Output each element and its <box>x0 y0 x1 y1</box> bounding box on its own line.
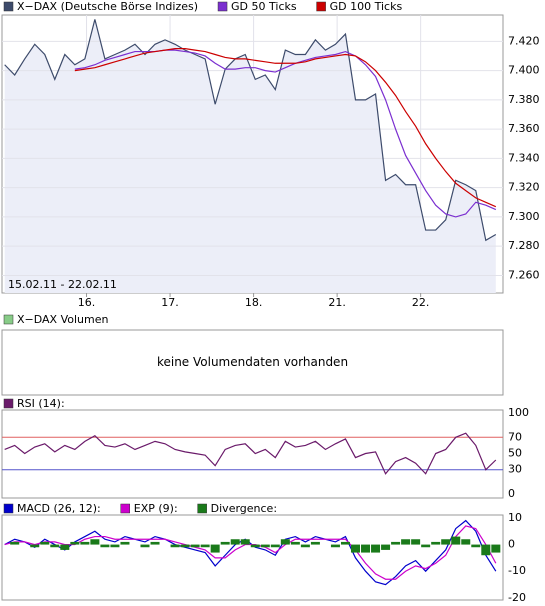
divergence-bar <box>10 541 20 545</box>
x-tick-label: 18. <box>245 296 263 309</box>
divergence-bar <box>300 544 310 548</box>
y-tick-label: 0 <box>508 538 515 551</box>
divergence-bar <box>240 539 250 545</box>
divergence-bar <box>371 544 381 553</box>
divergence-bar <box>120 541 130 545</box>
x-tick-label: 17. <box>161 296 179 309</box>
series-line <box>4 525 497 580</box>
legend-label: GD 100 Ticks <box>330 0 403 13</box>
divergence-bar <box>30 544 40 548</box>
divergence-bar <box>200 544 210 548</box>
divergence-bar <box>481 544 491 556</box>
divergence-bar <box>170 544 180 548</box>
divergence-bar <box>280 539 290 545</box>
divergence-bar <box>70 541 80 545</box>
divergence-bar <box>230 539 240 545</box>
legend-label: MACD (26, 12): <box>17 502 101 515</box>
y-tick-label: 7.320 <box>508 181 540 194</box>
divergence-bar <box>190 544 200 548</box>
y-tick-label: 0 <box>508 487 515 500</box>
legend-label: X−DAX Volumen <box>17 313 108 326</box>
x-tick-label: 21. <box>328 296 346 309</box>
y-tick-label: -10 <box>508 564 526 577</box>
legend-swatch <box>120 503 130 514</box>
divergence-bar <box>340 541 350 545</box>
divergence-bar <box>411 539 421 545</box>
divergence-bar <box>80 541 90 545</box>
legend-swatch <box>3 314 14 325</box>
divergence-bar <box>60 544 70 550</box>
x-tick-label: 16. <box>78 296 96 309</box>
y-tick-label: 70 <box>508 430 522 443</box>
no-data-message: keine Volumendaten vorhanden <box>157 355 348 369</box>
series-line <box>4 519 497 586</box>
series-line <box>4 432 497 475</box>
y-tick-label: 7.340 <box>508 151 540 164</box>
y-tick-label: 7.280 <box>508 239 540 252</box>
y-tick-label: 50 <box>508 447 522 460</box>
legend-label: Divergence: <box>211 502 277 515</box>
divergence-bar <box>50 544 60 548</box>
y-tick-label: 7.380 <box>508 93 540 106</box>
divergence-bar <box>421 544 431 548</box>
plot-frame <box>1 514 504 601</box>
divergence-bar <box>491 544 501 553</box>
y-tick-label: 10 <box>508 511 522 524</box>
divergence-bar <box>270 544 280 548</box>
divergence-bar <box>40 541 50 545</box>
legend-label: RSI (14): <box>17 397 65 410</box>
legend-label: EXP (9): <box>134 502 178 515</box>
series-line <box>74 49 497 218</box>
divergence-bar <box>220 541 230 545</box>
divergence-bar <box>471 544 481 548</box>
legend-swatch <box>316 1 326 12</box>
legend-swatch <box>3 1 14 12</box>
divergence-bar <box>330 544 340 548</box>
y-tick-label: 7.420 <box>508 34 540 47</box>
divergence-bar <box>290 541 300 545</box>
divergence-bar <box>250 544 260 548</box>
y-tick-label: 7.360 <box>508 122 540 135</box>
legend-swatch <box>197 503 207 514</box>
y-tick-label: -20 <box>508 591 526 604</box>
divergence-bar <box>150 541 160 545</box>
series-line <box>74 48 497 208</box>
divergence-bar <box>100 544 110 548</box>
divergence-bar <box>461 539 471 545</box>
legend-swatch <box>217 1 228 12</box>
divergence-bar <box>401 539 411 545</box>
divergence-bar <box>210 544 220 553</box>
divergence-bar <box>110 544 120 548</box>
divergence-bar <box>180 544 190 548</box>
divergence-bar <box>260 544 270 548</box>
y-tick-label: 30 <box>508 463 522 476</box>
y-tick-label: 7.260 <box>508 268 540 281</box>
x-tick-label: 22. <box>412 296 430 309</box>
divergence-bar <box>441 539 451 545</box>
y-tick-label: 100 <box>508 406 529 419</box>
legend-label: GD 50 Ticks <box>231 0 297 13</box>
price-area <box>4 19 496 294</box>
divergence-bar <box>140 544 150 548</box>
divergence-bar <box>90 539 100 545</box>
divergence-bar <box>381 544 391 550</box>
divergence-bar <box>451 536 461 545</box>
legend-label: X−DAX (Deutsche Börse Indizes) <box>17 0 198 13</box>
date-range: 15.02.11 - 22.02.11 <box>8 278 117 291</box>
y-tick-label: 7.400 <box>508 64 540 77</box>
divergence-bar <box>310 541 320 545</box>
legend-swatch <box>3 398 14 409</box>
divergence-bar <box>391 541 401 545</box>
divergence-bar <box>431 541 441 545</box>
y-tick-label: 7.300 <box>508 210 540 223</box>
series-line <box>4 19 497 242</box>
legend-swatch <box>3 503 14 514</box>
plot-frame <box>1 409 504 499</box>
divergence-bar <box>361 544 371 553</box>
divergence-bar <box>350 544 360 553</box>
plot-frame <box>1 329 504 396</box>
